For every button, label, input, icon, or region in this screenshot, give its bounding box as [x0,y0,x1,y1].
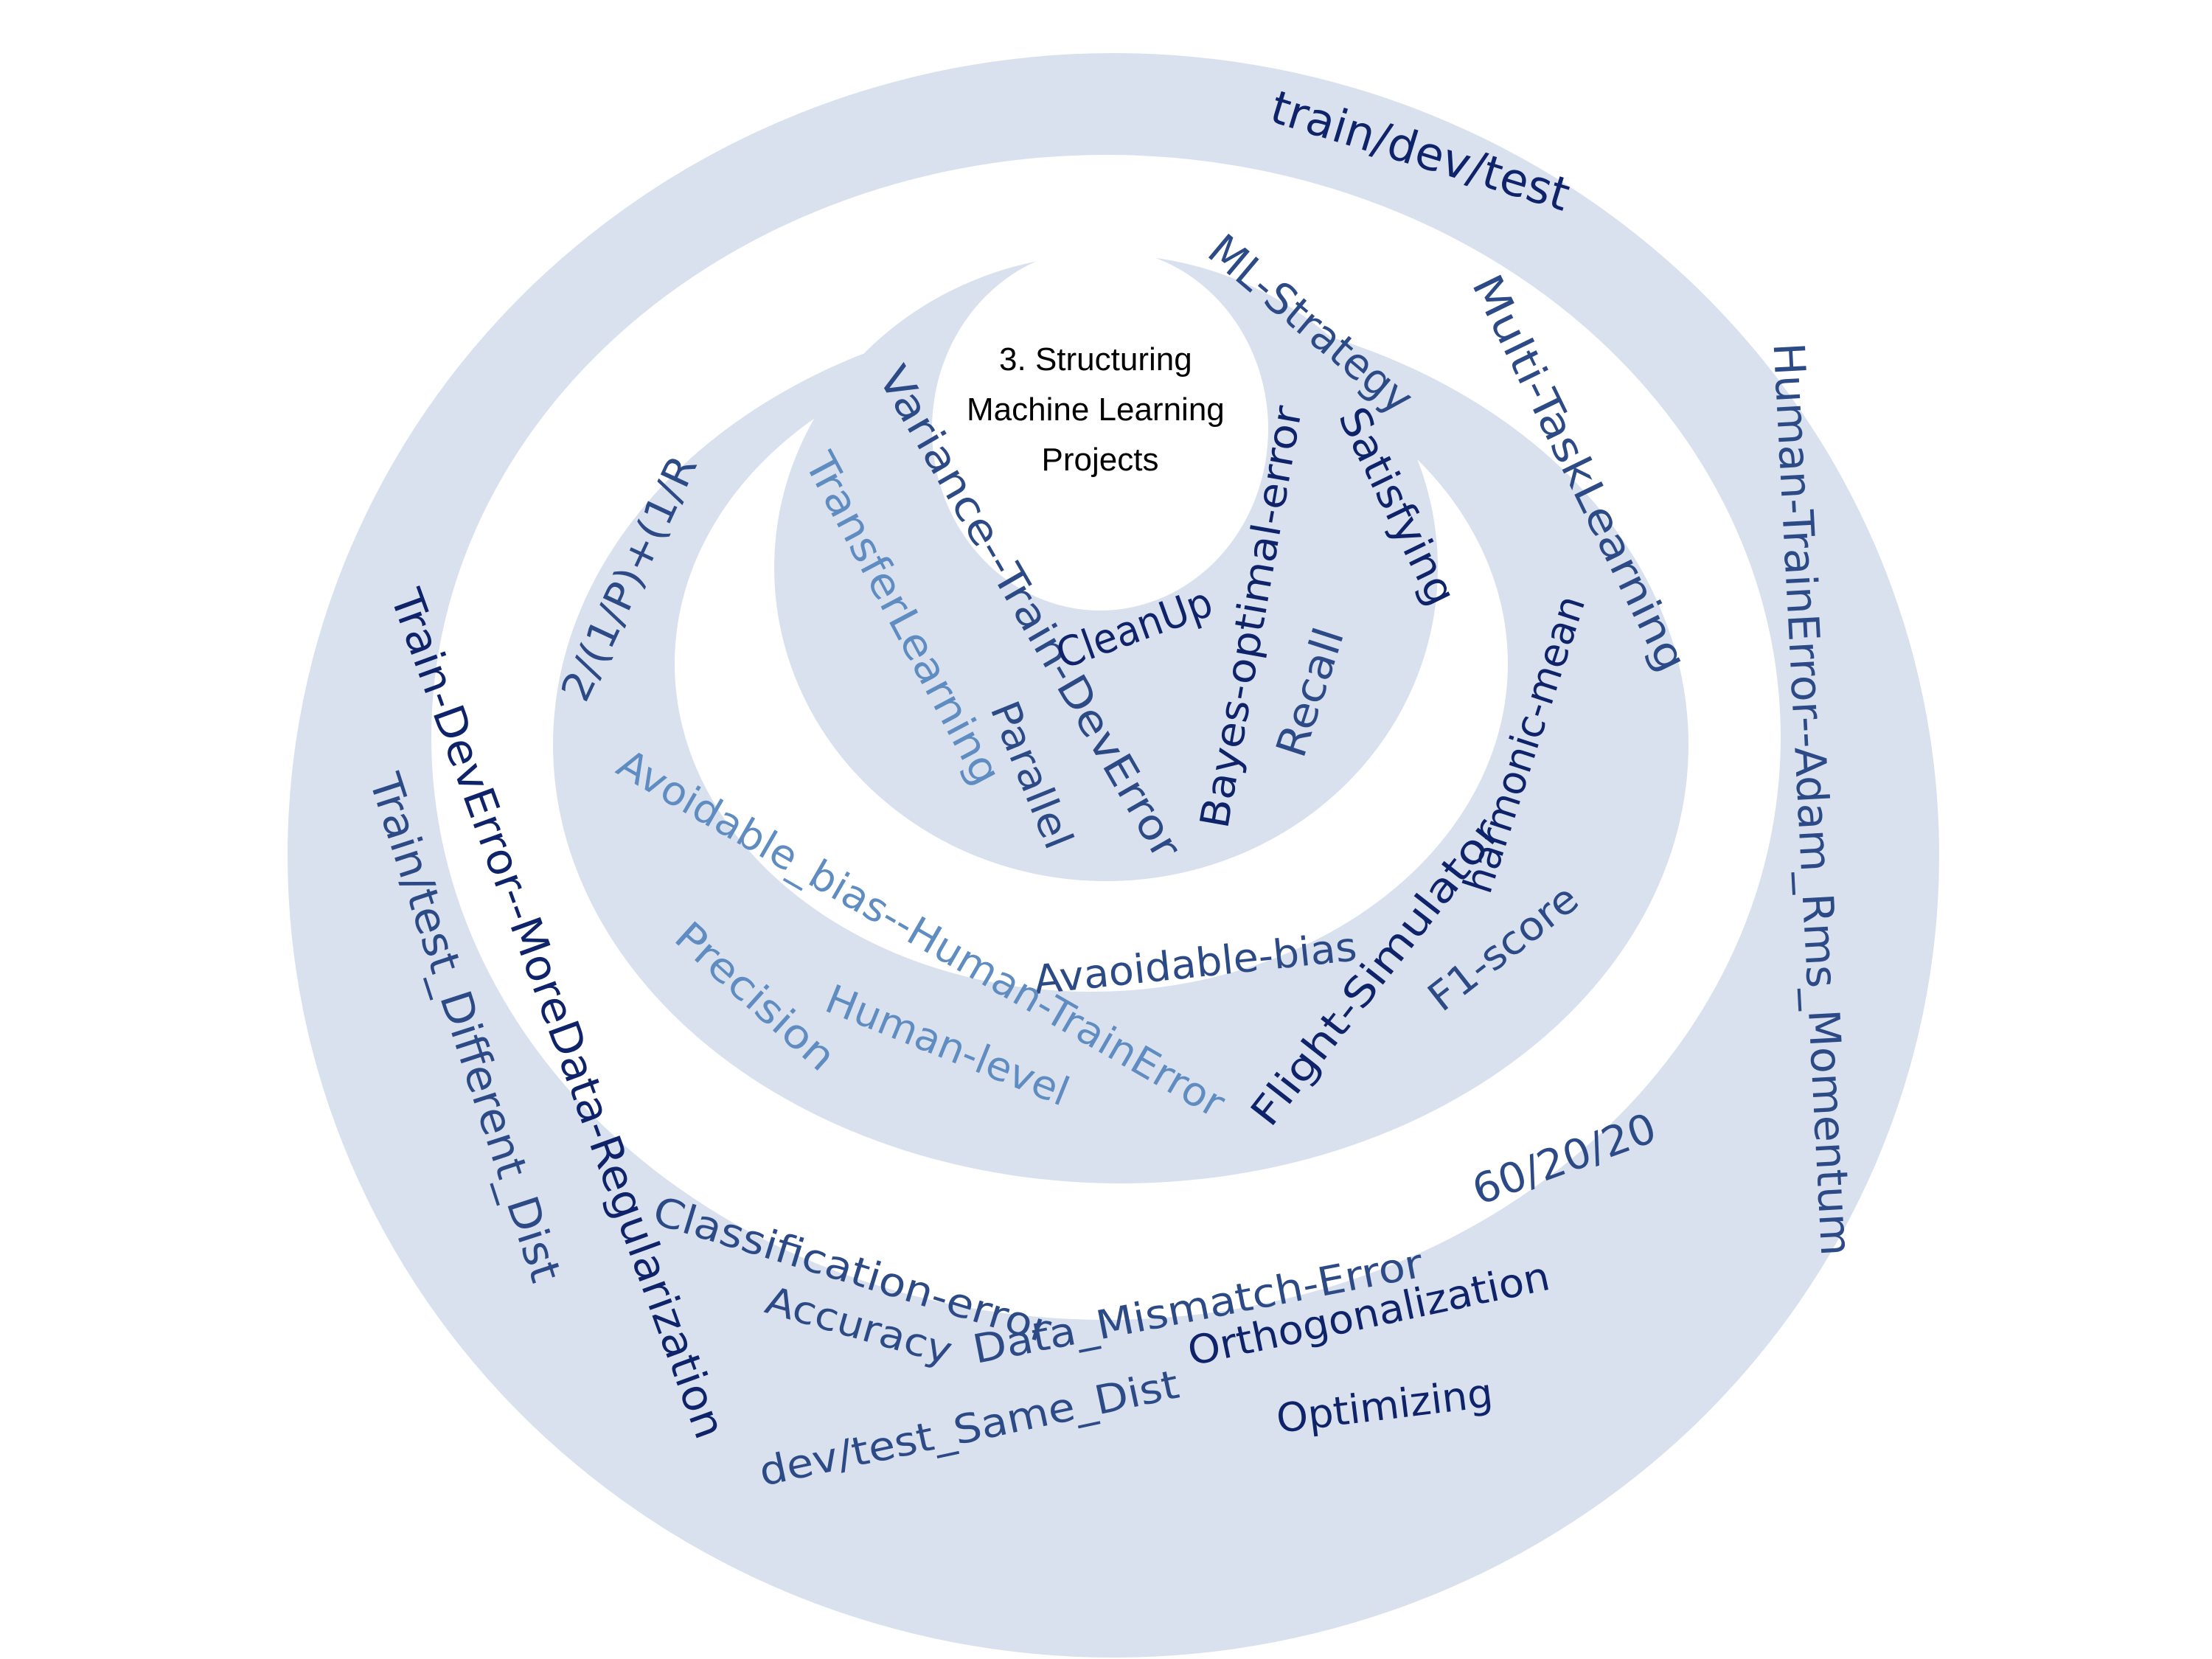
center-hole [932,248,1268,611]
rings [288,53,1939,1658]
center-title-line-3: Projects [1042,442,1159,478]
center-title: 3. Structuring Machine Learning Projects [967,341,1234,478]
center-title-line-2: Machine Learning [967,392,1225,428]
center-title-line-1: 3. Structuring [999,341,1192,378]
